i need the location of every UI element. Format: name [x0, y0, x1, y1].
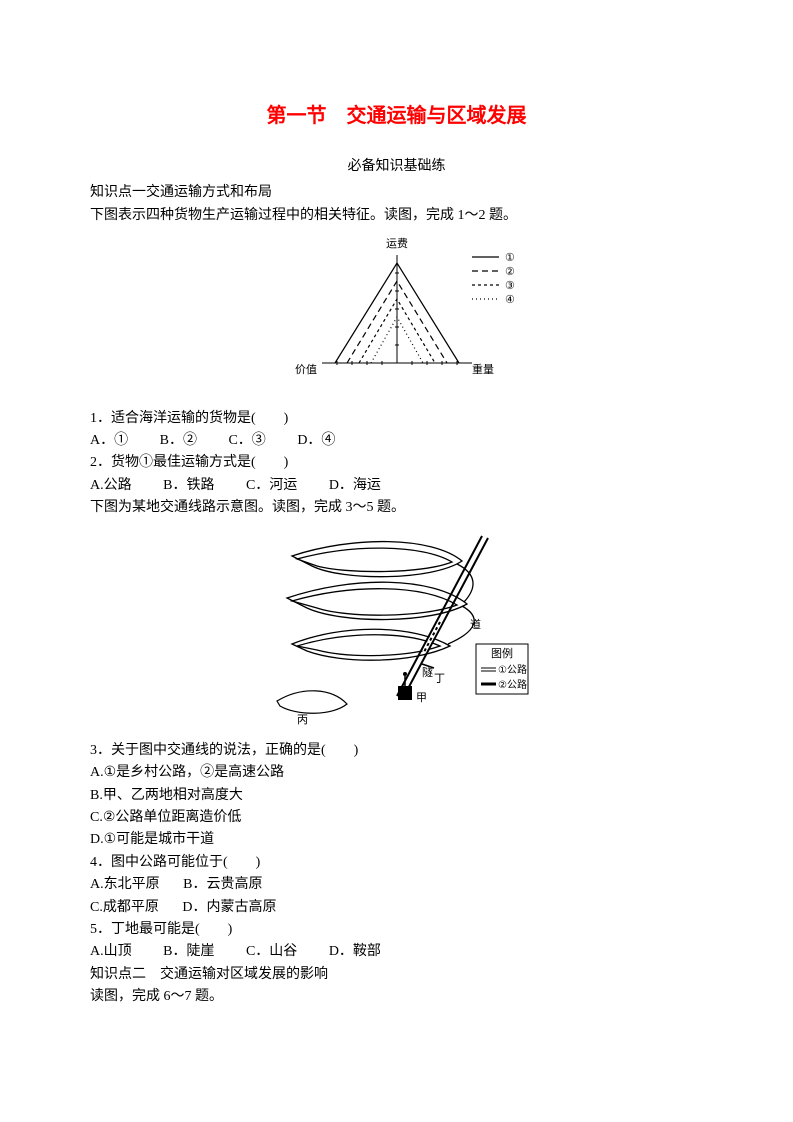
q5-opt-d: D．鞍部 [329, 941, 381, 963]
q5-opt-c: C．山谷 [246, 941, 297, 963]
q4-options-row1: A.东北平原 B．云贵高原 [90, 874, 703, 896]
page-container: 第一节 交通运输与区域发展 必备知识基础练 知识点一交通运输方式和布局 下图表示… [0, 0, 793, 1069]
q1-opt-d: D．④ [297, 430, 335, 452]
figure-1-svg: 运费 价值 重量 [267, 233, 527, 393]
fig1-legend-2: ② [505, 266, 515, 278]
q1-opt-b: B．② [160, 430, 197, 452]
q1-opt-a: A．① [90, 430, 128, 452]
q1-stem: 1．适合海洋运输的货物是( ) [90, 408, 703, 430]
fig2-legend-r1a: ① [498, 665, 507, 676]
fig2-label-ding: 丁 [434, 673, 445, 685]
fig2-legend-title: 图例 [491, 646, 513, 660]
q4-opt-b: B．云贵高原 [183, 874, 262, 896]
q4-stem: 4．图中公路可能位于( ) [90, 852, 703, 874]
q4-opt-d: D．内蒙古高原 [182, 897, 276, 919]
fig2-label-jia: 甲 [416, 692, 427, 704]
q3-opt-c: C.②公路单位距离造价低 [90, 807, 703, 829]
fig1-legend-3: ③ [505, 280, 515, 292]
fig2-label-bing: 丙 [297, 714, 308, 726]
fig1-top-label: 运费 [386, 237, 408, 250]
fig2-label-dao: 道 [470, 617, 481, 631]
figure-2: 道 隧 甲 丙 丁 图例 ① 公路 ② 公路 [90, 526, 703, 734]
fig1-legend-4: ④ [505, 294, 515, 306]
figure-2-svg: 道 隧 甲 丙 丁 图例 ① 公路 ② 公路 [262, 526, 532, 726]
q4-opt-a: A.东北平原 [90, 874, 160, 896]
q5-options: A.山顶 B．陡崖 C．山谷 D．鞍部 [90, 941, 703, 963]
q3-opt-b: B.甲、乙两地相对高度大 [90, 785, 703, 807]
page-title: 第一节 交通运输与区域发展 [90, 100, 703, 132]
fig2-label-sui: 隧 [422, 665, 433, 679]
q3-stem: 3．关于图中交通线的说法，正确的是( ) [90, 740, 703, 762]
fig2-legend-r1b: 公路 [507, 663, 527, 676]
intro-text-3: 读图，完成 6～7 题。 [90, 986, 703, 1008]
q2-stem: 2．货物①最佳运输方式是( ) [90, 452, 703, 474]
q1-opt-c: C．③ [228, 430, 265, 452]
fig1-right-label: 重量 [472, 362, 494, 376]
fig2-legend-r2b: 公路 [507, 678, 527, 691]
q4-opt-c: C.成都平原 [90, 897, 159, 919]
knowledge-point-1: 知识点一交通运输方式和布局 [90, 182, 703, 204]
q2-opt-d: D．海运 [329, 475, 381, 497]
q5-stem: 5．丁地最可能是( ) [90, 919, 703, 941]
knowledge-point-2: 知识点二 交通运输对区域发展的影响 [90, 964, 703, 986]
figure-1: 运费 价值 重量 [90, 233, 703, 401]
fig1-left-label: 价值 [295, 363, 317, 376]
intro-text-2: 下图为某地交通线路示意图。读图，完成 3～5 题。 [90, 497, 703, 519]
q3-opt-a: A.①是乡村公路，②是高速公路 [90, 762, 703, 784]
fig1-legend-1: ① [505, 252, 515, 264]
q5-opt-b: B．陡崖 [163, 941, 214, 963]
q2-opt-c: C．河运 [246, 475, 297, 497]
q3-opt-d: D.①可能是城市干道 [90, 829, 703, 851]
practice-subtitle: 必备知识基础练 [90, 156, 703, 178]
q4-options-row2: C.成都平原 D．内蒙古高原 [90, 897, 703, 919]
q2-options: A.公路 B．铁路 C．河运 D．海运 [90, 475, 703, 497]
q2-opt-a: A.公路 [90, 475, 132, 497]
intro-text-1: 下图表示四种货物生产运输过程中的相关特征。读图，完成 1～2 题。 [90, 205, 703, 227]
q2-opt-b: B．铁路 [163, 475, 214, 497]
q1-options: A．① B．② C．③ D．④ [90, 430, 703, 452]
fig2-legend-r2a: ② [498, 680, 507, 691]
q5-opt-a: A.山顶 [90, 941, 132, 963]
